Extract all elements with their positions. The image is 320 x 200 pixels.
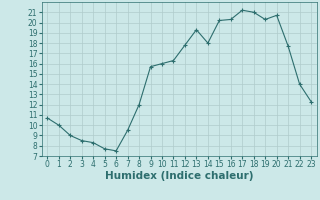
X-axis label: Humidex (Indice chaleur): Humidex (Indice chaleur) [105,171,253,181]
